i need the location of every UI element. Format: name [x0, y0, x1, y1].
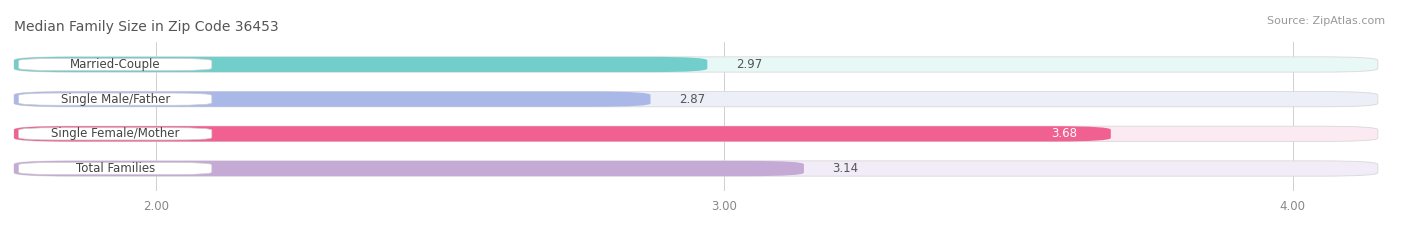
- FancyBboxPatch shape: [14, 161, 804, 176]
- FancyBboxPatch shape: [14, 92, 651, 107]
- Text: 3.68: 3.68: [1050, 127, 1077, 140]
- FancyBboxPatch shape: [18, 93, 212, 105]
- FancyBboxPatch shape: [14, 57, 707, 72]
- FancyBboxPatch shape: [14, 126, 1378, 141]
- Text: Single Male/Father: Single Male/Father: [60, 93, 170, 106]
- FancyBboxPatch shape: [18, 58, 212, 71]
- FancyBboxPatch shape: [14, 57, 1378, 72]
- Text: Median Family Size in Zip Code 36453: Median Family Size in Zip Code 36453: [14, 20, 278, 34]
- Text: Single Female/Mother: Single Female/Mother: [51, 127, 180, 140]
- Text: 2.87: 2.87: [679, 93, 704, 106]
- FancyBboxPatch shape: [18, 128, 212, 140]
- Text: 3.14: 3.14: [832, 162, 859, 175]
- FancyBboxPatch shape: [14, 92, 1378, 107]
- FancyBboxPatch shape: [18, 162, 212, 175]
- Text: 2.97: 2.97: [735, 58, 762, 71]
- Text: Source: ZipAtlas.com: Source: ZipAtlas.com: [1267, 16, 1385, 26]
- Text: Married-Couple: Married-Couple: [70, 58, 160, 71]
- Text: Total Families: Total Families: [76, 162, 155, 175]
- FancyBboxPatch shape: [14, 161, 1378, 176]
- FancyBboxPatch shape: [14, 126, 1111, 141]
